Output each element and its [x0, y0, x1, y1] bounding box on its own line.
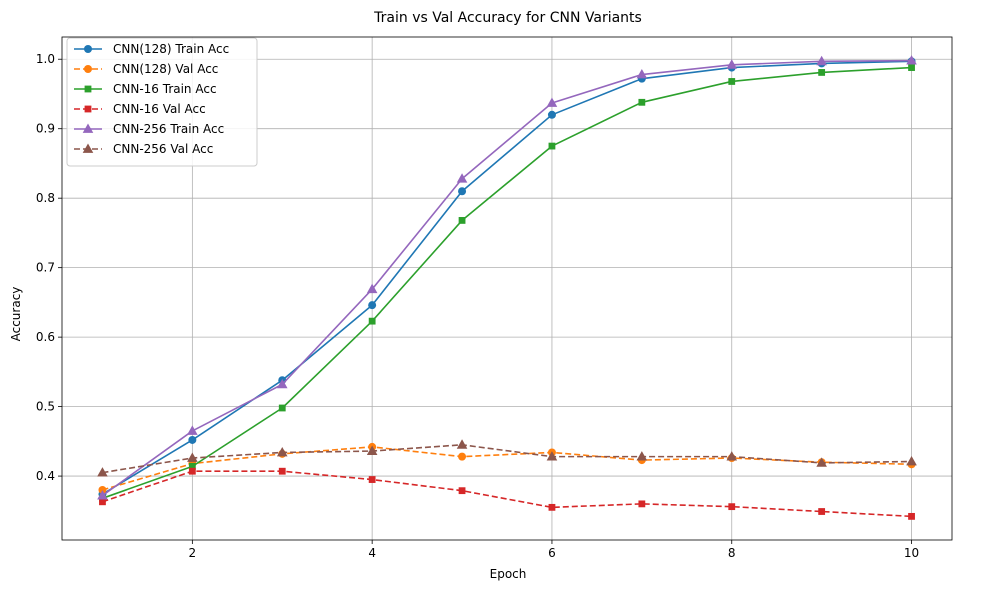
- y-tick-label: 0.9: [36, 122, 55, 136]
- data-point: [187, 425, 198, 435]
- data-point: [98, 485, 107, 494]
- chart-title: Train vs Val Accuracy for CNN Variants: [373, 10, 642, 26]
- data-point: [638, 500, 646, 508]
- data-point: [546, 97, 558, 107]
- data-point: [366, 445, 378, 455]
- legend-label: CNN-16 Train Acc: [113, 82, 217, 96]
- y-axis-label: Accuracy: [9, 287, 23, 342]
- legend-item: CNN-256 Train Acc: [74, 122, 224, 136]
- x-tick-label: 8: [728, 546, 736, 560]
- data-point: [818, 508, 826, 515]
- data-point: [188, 462, 196, 470]
- x-tick-label: 2: [189, 546, 197, 560]
- data-point: [458, 487, 466, 495]
- x-tick-label: 6: [548, 546, 556, 560]
- legend-marker: [82, 123, 94, 133]
- data-point: [816, 55, 827, 66]
- legend-item: CNN-16 Train Acc: [74, 82, 217, 96]
- legend-label: CNN-256 Val Acc: [113, 142, 213, 156]
- data-point: [548, 503, 556, 511]
- y-tick-label: 0.7: [36, 261, 55, 275]
- data-point: [97, 490, 108, 500]
- legend: CNN(128) Train Acc CNN(128) Val Acc CNN-16…: [66, 37, 258, 167]
- y-tick-label: 1.0: [36, 52, 55, 66]
- legend-marker: [84, 85, 92, 93]
- data-point: [548, 142, 556, 150]
- data-point: [276, 378, 288, 389]
- data-point: [906, 455, 917, 466]
- data-point: [278, 404, 286, 412]
- series-line: [101, 59, 912, 497]
- x-tick-label: 4: [368, 546, 376, 560]
- series-5: [97, 439, 917, 477]
- data-point: [97, 467, 108, 477]
- data-point: [908, 64, 915, 71]
- legend-item: CNN-16 Val Acc: [74, 102, 206, 116]
- data-point: [366, 283, 378, 294]
- series-line: [102, 66, 912, 500]
- series-line: [102, 60, 912, 495]
- data-point: [728, 78, 736, 85]
- data-point: [726, 59, 738, 69]
- data-point: [818, 69, 826, 76]
- legend-label: CNN-16 Val Acc: [113, 102, 206, 116]
- legend-marker: [84, 65, 92, 73]
- x-axis-ticks: 2 4 6 8 10: [189, 540, 919, 560]
- data-point: [456, 173, 468, 183]
- data-point: [368, 476, 376, 483]
- data-point: [278, 467, 286, 475]
- series-line: [102, 470, 912, 518]
- data-point: [908, 512, 915, 520]
- y-tick-label: 0.4: [36, 469, 55, 483]
- y-axis-ticks: 0.4 0.5 0.6 0.7 0.8 0.9 1.0: [36, 52, 62, 483]
- data-point: [546, 451, 558, 461]
- legend-item: CNN-256 Val Acc: [74, 142, 213, 156]
- legend-marker: [84, 45, 92, 53]
- data-point: [458, 452, 467, 461]
- data-point: [456, 439, 468, 449]
- data-point: [638, 98, 646, 106]
- data-point: [458, 187, 467, 196]
- legend-label: CNN(128) Train Acc: [113, 42, 229, 56]
- series-4: [97, 55, 917, 500]
- data-point: [636, 451, 648, 461]
- series-line: [102, 446, 912, 491]
- y-tick-label: 0.5: [36, 400, 55, 414]
- data-point: [188, 467, 196, 475]
- plot-frame: [61, 36, 953, 541]
- data-point: [458, 217, 466, 224]
- series-line: [102, 444, 912, 474]
- data-point: [368, 301, 377, 310]
- x-axis-label: Epoch: [490, 567, 527, 581]
- data-point: [636, 68, 648, 79]
- data-point: [726, 451, 738, 461]
- data-point: [187, 452, 198, 462]
- legend-marker: [82, 143, 94, 153]
- legend-marker: [84, 105, 92, 113]
- data-point: [99, 498, 106, 506]
- series-3: [99, 467, 915, 520]
- data-point: [368, 317, 376, 325]
- data-point: [728, 503, 736, 511]
- legend-item: CNN(128) Val Acc: [74, 62, 218, 76]
- legend-label: CNN(128) Val Acc: [113, 62, 218, 76]
- x-tick-label: 10: [904, 546, 919, 560]
- series-2: [99, 64, 915, 502]
- legend-item: CNN(128) Train Acc: [74, 42, 229, 56]
- y-tick-label: 0.6: [36, 330, 55, 344]
- data-point: [276, 446, 288, 457]
- y-tick-label: 0.8: [36, 191, 55, 205]
- data-point: [188, 435, 197, 444]
- data-point: [547, 110, 556, 119]
- legend-box: [66, 37, 258, 167]
- series-group: [97, 55, 917, 520]
- legend-label: CNN-256 Train Acc: [113, 122, 224, 136]
- data-point: [906, 55, 917, 65]
- data-point: [816, 457, 827, 467]
